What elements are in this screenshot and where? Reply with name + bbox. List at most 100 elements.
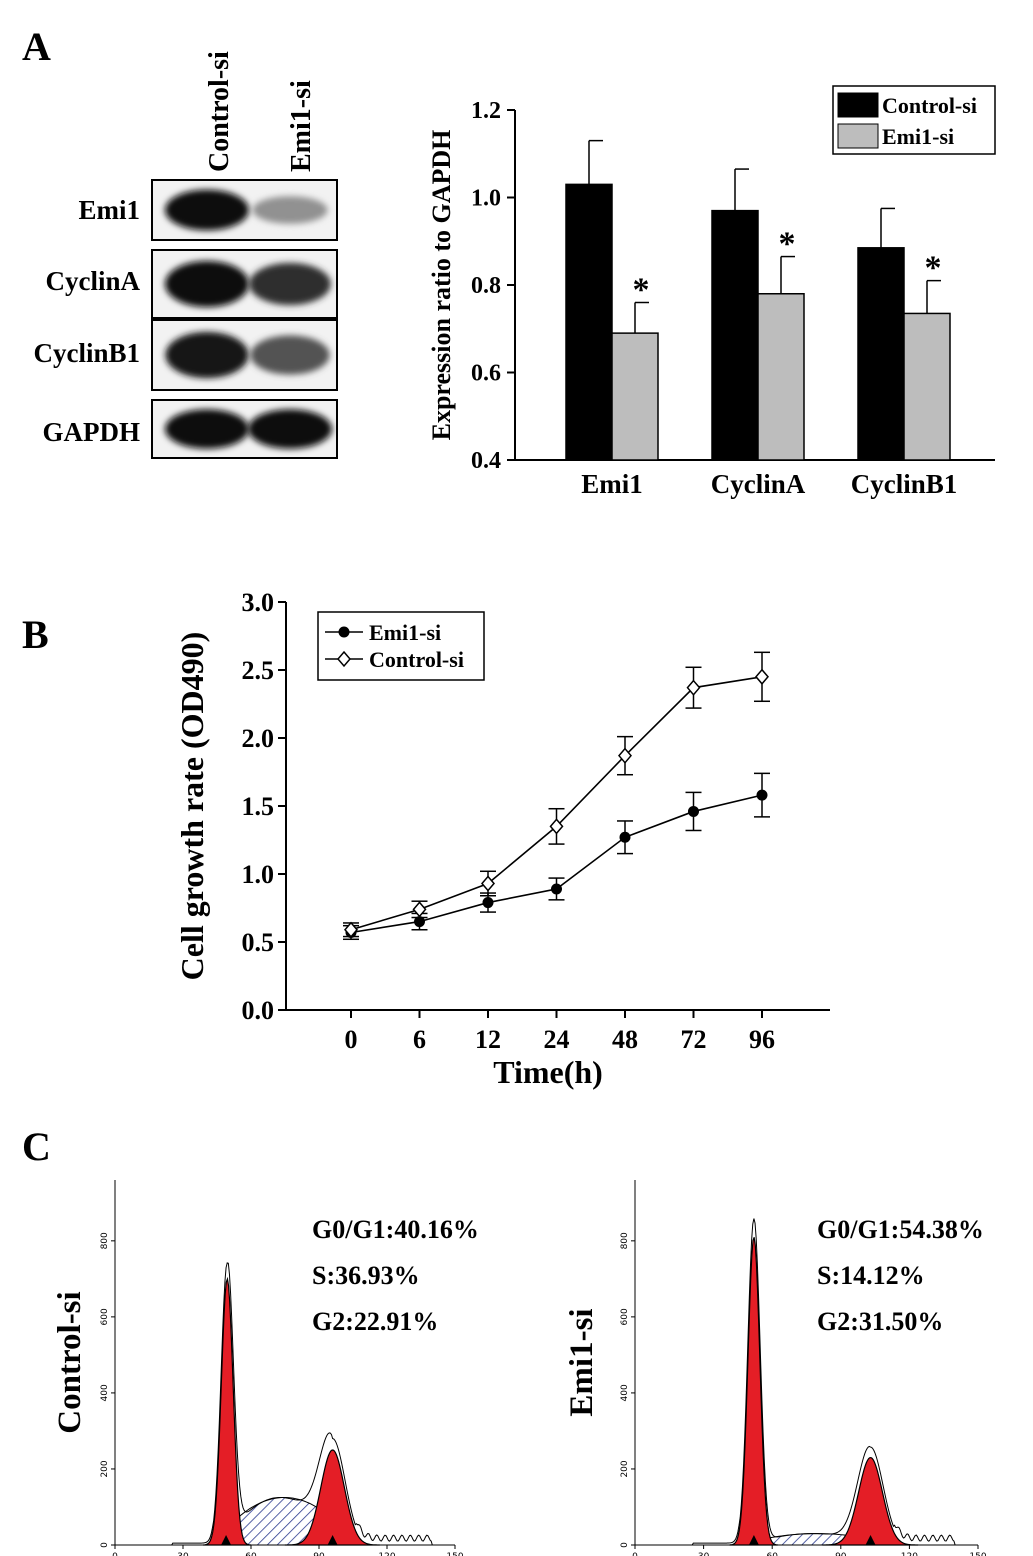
line-point	[549, 818, 564, 835]
flow-y-tick-label: 600	[100, 1308, 110, 1325]
wb-band	[248, 409, 332, 449]
flow-x-tick-label: 90	[313, 1552, 325, 1556]
flow-x-tick-label: 150	[446, 1552, 463, 1556]
line-x-tick-label: 48	[612, 1025, 638, 1054]
flow-g2-peak	[822, 1457, 919, 1546]
flow-row-label: Control-si	[52, 1291, 88, 1433]
line-point	[688, 805, 699, 817]
panel-letter-c: C	[22, 1124, 51, 1169]
bar	[757, 293, 805, 461]
line-x-tick-label: 96	[749, 1025, 775, 1054]
bar	[565, 183, 613, 461]
flow-peak-marker	[748, 1535, 759, 1545]
panel-letter-b: B	[22, 612, 49, 657]
line-legend-box	[317, 611, 485, 681]
line-x-tick-label: 6	[413, 1025, 426, 1054]
wb-band	[165, 409, 249, 449]
bar	[903, 312, 951, 461]
significance-star: *	[925, 250, 942, 287]
line-chart: 0.0 0.5 1.0 1.5 2.0 2.5 3.0 0 6 12 24 48 72 96 Time(h)…	[174, 588, 830, 1090]
flow-y-tick-label: 600	[620, 1308, 630, 1325]
line-point	[618, 747, 632, 764]
line-point	[414, 916, 425, 928]
flow-stat-label: S:14.12%	[817, 1261, 925, 1290]
wb-band	[250, 335, 330, 375]
bar-y-tick-label: 1.0	[471, 186, 501, 212]
wb-row-label-emi1: Emi1	[78, 195, 140, 225]
line-x-tick-label: 72	[681, 1025, 707, 1054]
wb-band	[252, 196, 328, 224]
line-y-tick-label: 0.5	[242, 928, 275, 957]
line-x-tick-label: 0	[345, 1025, 358, 1054]
flow-histogram-control: 02004006008000306090120150Channels (FL2-…	[52, 1180, 479, 1556]
flow-y-tick-label: 400	[620, 1384, 630, 1401]
flow-x-tick-label: 90	[835, 1552, 847, 1556]
flow-y-tick-label: 0	[100, 1542, 110, 1548]
flow-y-tick-label: 800	[100, 1232, 110, 1249]
wb-band	[165, 260, 249, 308]
line-y-tick-label: 3.0	[242, 588, 275, 617]
flow-peak-marker	[865, 1535, 876, 1545]
line-legend-marker	[337, 650, 351, 668]
flow-y-tick-label: 200	[100, 1460, 110, 1477]
significance-star: *	[633, 272, 650, 309]
line-point	[686, 679, 701, 696]
bar-legend-swatch	[837, 123, 879, 149]
flow-x-tick-label: 150	[969, 1552, 986, 1556]
bar-x-tick-label: Emi1	[581, 469, 643, 499]
bar-y-tick-label: 1.2	[471, 98, 501, 124]
significance-star: *	[779, 226, 796, 263]
western-blot: Control-si Emi1-si Emi1 CyclinA CyclinB1…	[33, 51, 338, 459]
bar-y-tick-label: 0.8	[471, 273, 501, 299]
wb-row-label-gapdh: GAPDH	[43, 417, 141, 447]
flow-raw-trace	[635, 1218, 978, 1546]
flow-stat-label: G2:22.91%	[312, 1307, 438, 1336]
flow-stat-label: G2:31.50%	[817, 1307, 943, 1336]
flow-x-tick-label: 120	[378, 1552, 395, 1556]
bar-y-tick-label: 0.4	[471, 448, 501, 474]
bar-y-tick-label: 0.6	[471, 361, 501, 387]
bar-x-tick-label: CyclinA	[711, 469, 806, 499]
line-x-tick-label: 24	[544, 1025, 570, 1054]
line-legend-marker	[338, 626, 350, 638]
line-legend-label: Emi1-si	[369, 620, 441, 645]
line-point	[344, 921, 358, 938]
line-point	[756, 789, 768, 801]
line-point	[481, 875, 495, 892]
flow-histogram-emi1: 02004006008000306090120150Channels (FL2-…	[564, 1180, 987, 1556]
wb-row-label-cyclina: CyclinA	[46, 266, 141, 296]
bar	[611, 332, 659, 461]
flow-x-tick-label: 30	[177, 1552, 189, 1556]
wb-band	[249, 262, 331, 306]
flow-histograms: 02004006008000306090120150Channels (FL2-…	[52, 1180, 987, 1556]
bar-legend-label: Emi1-si	[882, 124, 954, 149]
flow-y-tick-label: 200	[620, 1460, 630, 1477]
flow-x-tick-label: 30	[698, 1552, 710, 1556]
line-y-tick-label: 1.5	[242, 792, 275, 821]
line-y-tick-label: 2.5	[242, 656, 275, 685]
line-y-tick-label: 2.0	[242, 724, 275, 753]
bar-y-axis-label: Expression ratio to GAPDH	[427, 130, 456, 441]
flow-stat-label: G0/G1:54.38%	[817, 1215, 984, 1244]
wb-band	[165, 189, 249, 231]
flow-y-tick-label: 800	[620, 1232, 630, 1249]
flow-y-tick-label: 0	[620, 1542, 630, 1548]
bar-x-tick-label: CyclinB1	[851, 469, 958, 499]
line-point	[412, 901, 427, 918]
flow-x-tick-label: 60	[766, 1552, 778, 1556]
flow-x-tick-label: 0	[112, 1552, 118, 1556]
flow-g1-peak	[203, 1276, 251, 1546]
line-point	[755, 668, 769, 685]
flow-peak-marker	[327, 1535, 338, 1545]
flow-g1-peak	[729, 1237, 778, 1546]
flow-g2-peak	[284, 1449, 380, 1546]
flow-stat-label: G0/G1:40.16%	[312, 1215, 479, 1244]
panel-letter-a: A	[22, 24, 51, 69]
flow-peak-marker	[221, 1535, 232, 1545]
bar-legend-swatch	[837, 92, 879, 118]
line-y-axis-label: Cell growth rate (OD490)	[174, 632, 210, 981]
flow-stat-label: S:36.93%	[312, 1261, 420, 1290]
line-x-tick-label: 12	[475, 1025, 501, 1054]
wb-band	[165, 331, 249, 379]
